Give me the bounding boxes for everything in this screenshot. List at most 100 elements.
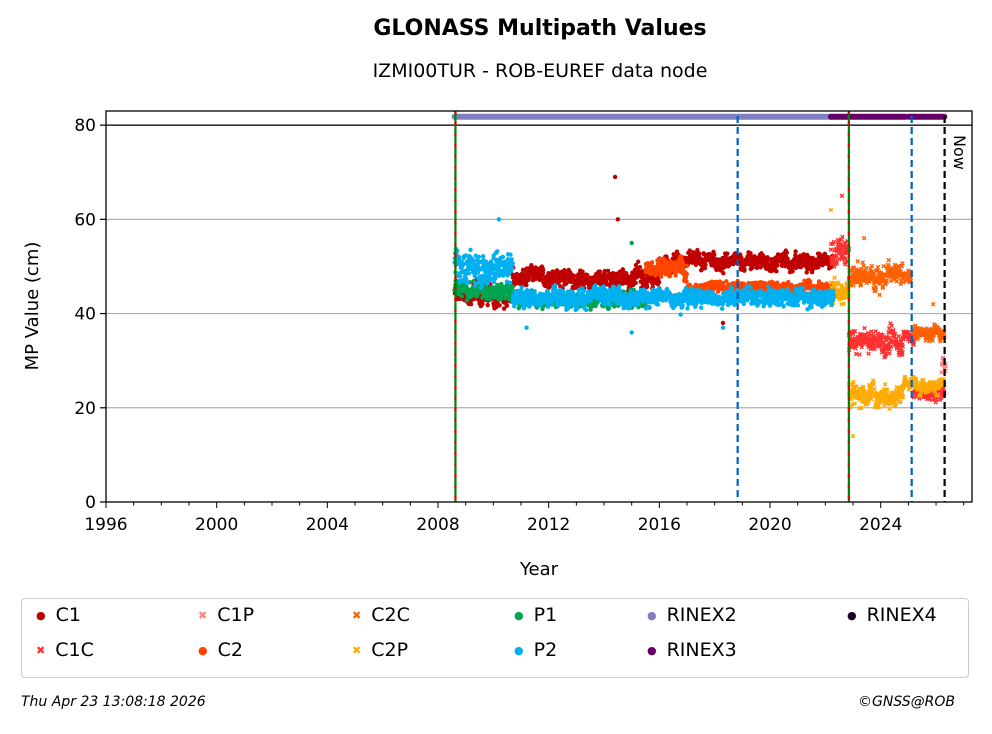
data-point	[828, 207, 834, 213]
data-point	[851, 379, 856, 385]
data-point	[500, 254, 506, 260]
data-point	[852, 401, 857, 406]
series-c2c	[846, 235, 947, 344]
data-point	[898, 399, 903, 405]
data-point	[545, 304, 551, 309]
data-point	[637, 265, 643, 270]
data-point	[849, 382, 855, 387]
data-point	[843, 256, 849, 262]
data-point	[633, 280, 638, 286]
data-point	[725, 251, 730, 256]
data-point	[485, 302, 490, 308]
data-point	[687, 282, 692, 288]
data-point	[886, 257, 892, 263]
data-point	[498, 296, 504, 302]
data-point	[900, 344, 906, 349]
data-point	[509, 257, 514, 262]
data-point	[680, 266, 685, 271]
data-point	[882, 402, 887, 408]
data-point	[896, 333, 902, 339]
data-point	[703, 262, 708, 267]
data-point	[553, 283, 558, 288]
data-point	[526, 276, 532, 281]
data-point	[593, 283, 598, 288]
data-point	[930, 301, 936, 307]
data-point	[871, 382, 876, 387]
data-point	[644, 284, 650, 290]
data-point	[742, 267, 747, 272]
data-point	[885, 387, 890, 393]
data-point	[612, 174, 618, 180]
data-point	[659, 274, 664, 279]
data-point	[615, 217, 621, 222]
data-point	[894, 279, 900, 284]
data-point	[808, 279, 813, 284]
data-point	[888, 321, 893, 326]
data-point	[900, 395, 906, 400]
data-point	[495, 249, 500, 254]
data-point	[877, 292, 882, 298]
chart-subtitle: IZMI00TUR - ROB-EUREF data node	[372, 60, 708, 82]
data-point	[524, 282, 529, 288]
data-point	[866, 351, 871, 356]
data-point	[882, 381, 888, 387]
data-point	[473, 283, 478, 288]
data-point	[673, 273, 678, 278]
data-point	[900, 260, 905, 266]
data-point	[883, 351, 889, 357]
data-point	[602, 268, 607, 274]
data-point	[869, 263, 875, 269]
data-point	[480, 254, 486, 259]
data-point	[834, 260, 840, 266]
data-point	[702, 265, 708, 271]
data-point	[889, 323, 895, 329]
data-point	[681, 262, 686, 268]
data-point	[857, 352, 862, 357]
data-point	[501, 306, 507, 311]
data-point	[465, 280, 470, 285]
data-point	[508, 252, 513, 257]
data-point	[932, 389, 938, 394]
data-point	[828, 280, 834, 285]
data-point	[470, 293, 475, 298]
data-point	[832, 275, 837, 281]
data-point	[869, 329, 874, 334]
data-point	[854, 384, 859, 389]
data-point	[840, 234, 845, 240]
data-point	[571, 273, 577, 278]
data-point	[887, 406, 892, 412]
data-point	[479, 282, 485, 287]
data-point	[597, 269, 603, 274]
data-point	[939, 369, 944, 375]
data-point	[850, 433, 856, 439]
data-point	[476, 254, 482, 260]
data-point	[752, 254, 757, 259]
data-point	[509, 265, 515, 271]
data-point	[507, 280, 513, 285]
data-point	[605, 268, 611, 274]
data-point	[584, 307, 589, 313]
data-point	[504, 303, 510, 308]
data-point	[855, 258, 860, 264]
data-point	[935, 392, 941, 397]
data-point	[758, 265, 763, 270]
data-point	[876, 405, 881, 410]
data-point	[884, 279, 889, 285]
data-point	[775, 263, 780, 268]
data-point	[839, 284, 845, 290]
data-point	[575, 281, 581, 287]
data-point	[911, 342, 917, 347]
data-point	[881, 263, 886, 269]
data-point	[581, 288, 586, 294]
data-point	[580, 269, 585, 274]
data-point	[921, 377, 926, 383]
data-point	[918, 392, 923, 398]
data-point	[687, 248, 693, 253]
data-point	[842, 291, 848, 297]
data-point	[887, 335, 893, 341]
data-point	[715, 289, 721, 294]
data-point	[712, 252, 717, 257]
data-point	[684, 279, 689, 284]
data-point	[724, 279, 729, 284]
